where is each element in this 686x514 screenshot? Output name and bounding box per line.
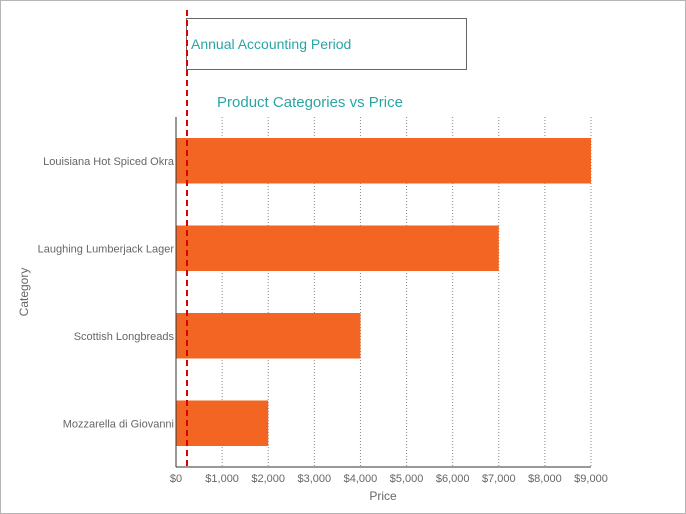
category-label: Mozzarella di Giovanni	[63, 418, 174, 430]
x-tick-label: $5,000	[390, 473, 424, 485]
category-label: Scottish Longbreads	[74, 331, 175, 343]
x-tick-label: $6,000	[436, 473, 470, 485]
grid-lines	[221, 117, 592, 467]
x-tick-label: $0	[170, 473, 182, 485]
category-label: Louisiana Hot Spiced Okra	[43, 156, 175, 168]
x-tick-label: $2,000	[251, 473, 285, 485]
x-tick-label: $1,000	[205, 473, 239, 485]
bar	[176, 138, 591, 184]
x-axis-label: Price	[369, 489, 397, 503]
accounting-period-label: Annual Accounting Period	[191, 36, 352, 52]
bar	[176, 225, 499, 271]
x-tick-label: $9,000	[574, 473, 608, 485]
axes	[175, 117, 591, 468]
bar	[176, 313, 361, 359]
x-tick-label: $4,000	[344, 473, 378, 485]
x-tick-labels: $0 $1,000 $2,000 $3,000 $4,000 $5,000 $6,000 $7…	[170, 473, 608, 485]
x-tick-label: $3,000	[298, 473, 332, 485]
category-label: Laughing Lumberjack Lager	[38, 243, 175, 255]
category-labels: Louisiana Hot Spiced Okra Laughing Lumber…	[38, 156, 175, 431]
bar	[176, 400, 269, 446]
y-axis-label: Category	[17, 268, 31, 317]
chart-title: Product Categories vs Price	[217, 94, 403, 111]
bars	[176, 138, 591, 446]
accounting-period-box[interactable]: Annual Accounting Period	[186, 18, 467, 70]
x-tick-label: $8,000	[528, 473, 562, 485]
x-tick-label: $7,000	[482, 473, 516, 485]
